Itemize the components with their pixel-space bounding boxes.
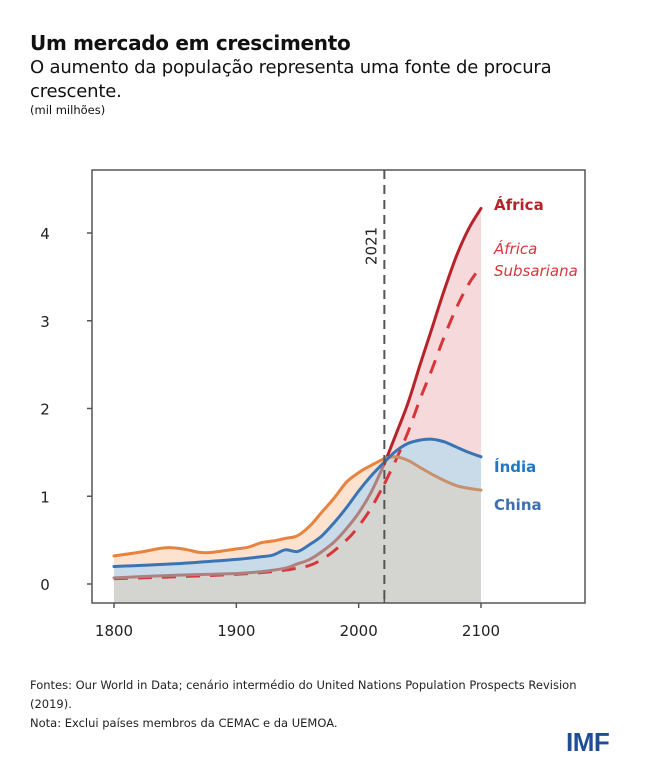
x-tick-label: 1900 <box>217 622 255 640</box>
label-africa-subsariana-line1: África <box>493 239 537 258</box>
x-tick-label: 2100 <box>462 622 500 640</box>
population-chart: 2021 0 1 2 3 4 1800 1900 2000 2100 África África S… <box>40 169 586 640</box>
line-china-projection <box>382 455 483 492</box>
fill-base <box>114 456 481 603</box>
line-africa-subsariana-historical <box>113 483 386 581</box>
y-tick-label: 3 <box>40 313 50 331</box>
y-tick-label: 0 <box>40 576 50 594</box>
line-africa-historical <box>112 462 386 580</box>
y-tick-label: 2 <box>40 401 50 419</box>
series-labels: África África Subsariana Índia China <box>493 195 578 514</box>
line-africa-subsariana-projection <box>383 265 483 485</box>
y-tick-label: 4 <box>40 225 50 243</box>
y-tick-label: 1 <box>40 488 50 506</box>
chart-title: Um mercado em crescimento <box>30 31 351 55</box>
label-india: Índia <box>494 457 536 476</box>
line-india-projection <box>382 437 483 464</box>
annotation-2021-label: 2021 <box>362 227 380 265</box>
line-africa-projection <box>382 206 483 466</box>
imf-logo: IMF <box>566 727 610 757</box>
label-china: China <box>494 496 542 514</box>
label-africa-subsariana-line2: Subsariana <box>494 262 578 280</box>
line-china-historical <box>112 457 386 558</box>
exclusion-note: Nota: Exclui países membros da CEMAC e d… <box>30 716 338 730</box>
area-fills <box>114 208 481 603</box>
x-tick-label: 2000 <box>340 622 378 640</box>
line-india-historical <box>112 460 386 568</box>
axes: 0 1 2 3 4 1800 1900 2000 2100 <box>40 225 500 640</box>
chart-subtitle: O aumento da população representa uma fo… <box>30 57 552 102</box>
sources-note: Fontes: Our World in Data; cenário inter… <box>30 678 577 711</box>
label-africa: África <box>494 195 544 214</box>
units-label: (mil milhões) <box>30 103 106 117</box>
footer: Fontes: Our World in Data; cenário inter… <box>30 676 620 733</box>
series-lines <box>112 206 483 581</box>
plot-frame <box>91 169 586 604</box>
x-tick-label: 1800 <box>95 622 133 640</box>
